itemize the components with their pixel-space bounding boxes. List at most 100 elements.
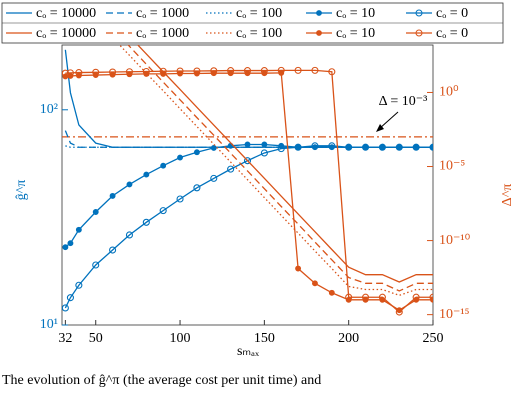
legend-marker — [316, 30, 322, 36]
marker — [75, 281, 83, 289]
x-tick-label: 150 — [254, 331, 275, 346]
marker — [429, 293, 433, 301]
y2-tick-label: 10⁻¹⁵ — [439, 307, 470, 322]
legend-label: cₒ = 100 — [236, 6, 282, 21]
marker — [193, 149, 200, 156]
x-tick-label: 32 — [58, 331, 72, 346]
marker — [260, 67, 268, 75]
y2-tick-label: 10⁻¹⁰ — [439, 233, 471, 248]
legend-label: cₒ = 100 — [236, 26, 282, 41]
marker — [177, 154, 183, 161]
marker — [92, 68, 100, 76]
legend-label: cₒ = 1000 — [136, 26, 189, 41]
y2-tick-label: 10⁻⁵ — [439, 159, 465, 174]
marker — [62, 69, 69, 77]
marker — [395, 143, 403, 151]
marker — [109, 68, 117, 76]
marker — [294, 66, 302, 74]
marker — [227, 165, 235, 173]
x-tick-label: 250 — [423, 331, 444, 346]
series-line — [136, 45, 433, 283]
marker — [193, 67, 201, 75]
marker — [311, 66, 319, 74]
threshold-annotation: Δ = 10⁻³ — [379, 94, 428, 109]
marker — [125, 231, 134, 239]
marker — [311, 142, 319, 150]
legend-label: cₒ = 10 — [336, 26, 375, 41]
marker — [75, 69, 83, 77]
marker — [142, 218, 150, 226]
marker — [328, 289, 335, 296]
marker — [159, 207, 167, 215]
arrow-head — [376, 124, 384, 132]
series-line — [127, 45, 433, 292]
y2-axis-label: Δ^π — [500, 184, 515, 207]
y2-tick-label: 10⁰ — [439, 85, 459, 100]
x-tick-label: 200 — [338, 331, 359, 346]
marker — [66, 294, 74, 302]
marker — [378, 293, 386, 301]
marker — [92, 209, 99, 215]
marker — [126, 181, 133, 188]
x-tick-label: 50 — [89, 331, 103, 346]
marker — [142, 67, 150, 76]
marker — [244, 141, 251, 148]
series-line — [65, 145, 433, 148]
marker — [109, 192, 116, 199]
legend-label: cₒ = 1000 — [136, 6, 189, 21]
marker — [361, 143, 370, 151]
marker — [143, 171, 150, 178]
legend-marker — [415, 29, 423, 37]
marker — [227, 67, 235, 75]
marker — [210, 67, 218, 75]
marker — [67, 240, 74, 247]
marker — [75, 226, 82, 233]
plot-area — [62, 45, 433, 316]
marker — [125, 68, 134, 76]
marker — [277, 66, 285, 74]
marker — [378, 143, 386, 151]
annotation-arrow — [378, 111, 399, 130]
legend-marker — [415, 9, 423, 17]
marker — [328, 142, 336, 150]
marker — [412, 143, 420, 151]
marker — [62, 244, 69, 251]
marker — [361, 293, 370, 301]
marker — [159, 67, 167, 75]
marker — [277, 145, 285, 153]
marker — [295, 265, 302, 272]
marker — [395, 308, 403, 316]
marker — [176, 67, 184, 75]
legend-label: cₒ = 0 — [436, 6, 468, 21]
marker — [412, 293, 420, 301]
marker — [294, 143, 302, 151]
y-tick-label: 10¹ — [40, 317, 58, 332]
legend-label: cₒ = 0 — [436, 26, 468, 41]
marker — [210, 174, 218, 182]
marker — [260, 149, 268, 157]
marker — [243, 67, 252, 75]
marker — [193, 184, 201, 192]
x-axis-label: sₘₐₓ — [237, 344, 260, 359]
legend-label: cₒ = 10 — [336, 6, 375, 21]
x-tick-label: 100 — [170, 331, 191, 346]
marker — [328, 68, 336, 76]
marker — [429, 143, 433, 151]
marker — [160, 162, 167, 169]
marker — [176, 195, 184, 203]
legend-label: cₒ = 10000 — [36, 6, 96, 21]
marker — [312, 280, 318, 287]
marker — [62, 304, 69, 312]
marker — [345, 143, 353, 151]
caption: The evolution of ĝ^π (the average cost p… — [2, 373, 321, 388]
y-tick-label: 10² — [40, 102, 58, 117]
marker — [243, 157, 252, 165]
plot-frame — [61, 44, 434, 326]
marker — [109, 246, 117, 254]
marker — [261, 141, 268, 148]
marker — [92, 261, 100, 269]
marker — [345, 293, 353, 301]
marker — [66, 69, 74, 77]
